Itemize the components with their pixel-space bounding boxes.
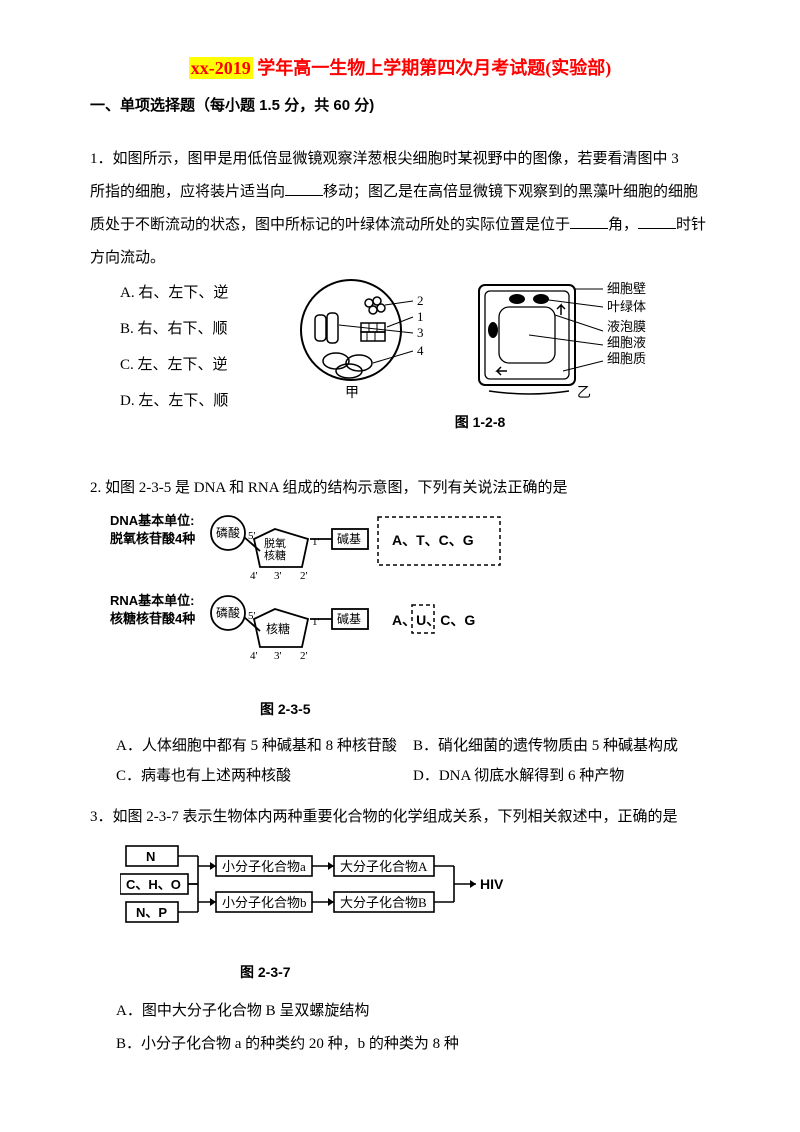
- svg-text:2': 2': [300, 650, 308, 662]
- svg-text:4': 4': [250, 570, 258, 582]
- q2-stem: 2. 如图 2-3-5 是 DNA 和 RNA 组成的结构示意图，下列有关说法正…: [90, 472, 710, 505]
- q2-figure: DNA基本单位: 脱氧核苷酸4种 磷酸 脱氧 核糖 5' 4' 3' 2' 1'…: [110, 509, 710, 725]
- label-jia: 甲: [345, 386, 359, 401]
- ribose: 核糖: [266, 621, 290, 636]
- blank-2: [570, 214, 608, 229]
- label-3: 3: [417, 325, 424, 340]
- vacuole-membrane-label: 液泡膜: [607, 319, 646, 334]
- figure-yi: 细胞壁 叶绿体 液泡膜 细胞液 细胞质 乙: [469, 275, 679, 405]
- q1-option-c: C. 左、左下、逆: [120, 347, 250, 383]
- q1-line4: 方向流动。: [90, 250, 165, 266]
- question-2: 2. 如图 2-3-5 是 DNA 和 RNA 组成的结构示意图，下列有关说法正…: [90, 472, 710, 791]
- section-header: 一、单项选择题（每小题 1.5 分，共 60 分): [90, 94, 710, 115]
- label-1: 1: [417, 309, 424, 324]
- q1-line2a: 所指的细胞，应将装片适当向: [90, 184, 285, 200]
- dna-label2: 脱氧核苷酸4种: [110, 531, 195, 546]
- cell-wall-label: 细胞壁: [607, 281, 646, 296]
- fig-2-3-7-caption: 图 2-3-7: [240, 957, 710, 988]
- q1-option-a: A. 右、左下、逆: [120, 275, 250, 311]
- title-highlight: xx-2019: [189, 57, 253, 79]
- q1-option-d: D. 左、左下、顺: [120, 383, 250, 419]
- q3-option-a: A．图中大分子化合物 B 呈双螺旋结构: [116, 995, 710, 1028]
- q1-line1: 1．如图所示，图甲是用低倍显微镜观察洋葱根尖细胞时某视野中的图像，若要看清图中 …: [90, 151, 679, 167]
- deoxyribose-l2: 核糖: [264, 548, 286, 562]
- figure-jia: 2 1 3 4 甲: [281, 275, 441, 405]
- svg-text:1': 1': [312, 616, 320, 628]
- q1-figures: 2 1 3 4 甲: [250, 275, 710, 438]
- q2-option-d: D．DNA 彻底水解得到 6 种产物: [413, 761, 710, 791]
- dna-bases: A、T、C、G: [392, 532, 474, 548]
- box-n: N: [146, 849, 155, 864]
- chloroplast-label: 叶绿体: [607, 299, 646, 314]
- box-cho: C、H、O: [126, 877, 181, 892]
- q3-option-b: B．小分子化合物 a 的种类约 20 种，b 的种类为 8 种: [116, 1028, 710, 1061]
- q1-options: A. 右、左下、逆 B. 右、右下、顺 C. 左、左下、逆 D. 左、左下、顺: [90, 275, 250, 419]
- rna-label1: RNA基本单位:: [110, 593, 195, 608]
- label-2: 2: [417, 293, 424, 308]
- box-hiv: HIV: [480, 876, 504, 892]
- box-small-b: 小分子化合物b: [222, 895, 307, 910]
- base-box-2: 碱基: [337, 612, 361, 626]
- q1-line3b: 角，: [608, 217, 638, 233]
- q2-option-b: B．硝化细菌的遗传物质由 5 种碱基构成: [413, 731, 710, 761]
- blank-3: [638, 214, 676, 229]
- q1-line3c: 时针: [676, 217, 706, 233]
- q3-figure: N C、H、O N、P 小分子化合物a 小分子化合物b: [120, 842, 710, 988]
- q3-options: A．图中大分子化合物 B 呈双螺旋结构 B．小分子化合物 a 的种类约 20 种…: [90, 995, 710, 1061]
- box-big-b: 大分子化合物B: [340, 895, 427, 910]
- svg-text:5': 5': [248, 530, 256, 542]
- cell-sap-label: 细胞液: [607, 335, 646, 350]
- cytoplasm-label: 细胞质: [607, 351, 646, 366]
- phosphate-2: 磷酸: [216, 605, 240, 620]
- rna-label2: 核糖核苷酸4种: [110, 611, 195, 626]
- deoxyribose-l1: 脱氧: [264, 536, 286, 550]
- svg-text:5': 5': [248, 610, 256, 622]
- phosphate-1: 磷酸: [216, 525, 240, 540]
- q1-stem: 1．如图所示，图甲是用低倍显微镜观察洋葱根尖细胞时某视野中的图像，若要看清图中 …: [90, 143, 710, 275]
- svg-text:4': 4': [250, 650, 258, 662]
- q2-option-c: C．病毒也有上述两种核酸: [116, 761, 413, 791]
- box-big-a: 大分子化合物A: [340, 859, 428, 874]
- label-yi: 乙: [577, 385, 591, 401]
- svg-text:3': 3': [274, 570, 282, 582]
- box-np: N、P: [136, 905, 167, 920]
- page-title: xx-2019 学年高一生物上学期第四次月考试题(实验部): [90, 54, 710, 80]
- q3-stem: 3．如图 2-3-7 表示生物体内两种重要化合物的化学组成关系，下列相关叙述中，…: [90, 801, 710, 834]
- fig-2-3-5-caption: 图 2-3-5: [260, 694, 710, 725]
- question-3: 3．如图 2-3-7 表示生物体内两种重要化合物的化学组成关系，下列相关叙述中，…: [90, 801, 710, 1062]
- svg-text:2': 2': [300, 570, 308, 582]
- q1-line3a: 质处于不断流动的状态，图中所标记的叶绿体流动所处的实际位置是位于: [90, 217, 570, 233]
- label-4: 4: [417, 343, 424, 358]
- svg-text:3': 3': [274, 650, 282, 662]
- title-rest: 学年高一生物上学期第四次月考试题(实验部): [253, 58, 612, 78]
- svg-text:1': 1': [312, 536, 320, 548]
- blank-1: [285, 181, 323, 196]
- fig-1-2-8-caption: 图 1-2-8: [455, 407, 506, 438]
- q2-options: A．人体细胞中都有 5 种碱基和 8 种核苷酸 B．硝化细菌的遗传物质由 5 种…: [90, 731, 710, 791]
- base-box-1: 碱基: [337, 532, 361, 546]
- q1-option-b: B. 右、右下、顺: [120, 311, 250, 347]
- question-1: 1．如图所示，图甲是用低倍显微镜观察洋葱根尖细胞时某视野中的图像，若要看清图中 …: [90, 143, 710, 438]
- dna-label1: DNA基本单位:: [110, 513, 195, 528]
- box-small-a: 小分子化合物a: [222, 859, 306, 874]
- q1-line2b: 移动；图乙是在高倍显微镜下观察到的黑藻叶细胞的细胞: [323, 184, 698, 200]
- q2-option-a: A．人体细胞中都有 5 种碱基和 8 种核苷酸: [116, 731, 413, 761]
